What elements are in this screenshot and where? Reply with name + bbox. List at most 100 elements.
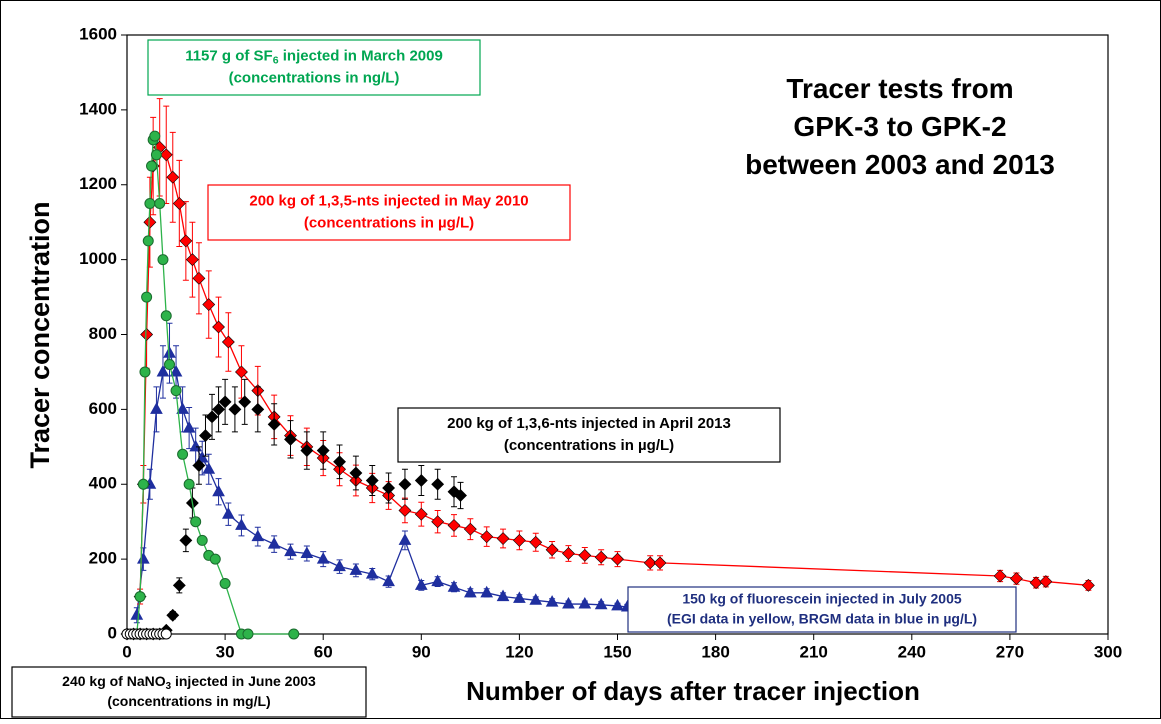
data-point	[398, 504, 412, 517]
y-tick-label: 1600	[79, 24, 117, 43]
annotation-text: (concentrations in µg/L)	[504, 437, 674, 454]
data-point	[154, 197, 166, 209]
annotation-part: 200 kg of 1,3,6-nts injected in April 20…	[447, 415, 731, 432]
data-point	[195, 451, 209, 463]
data-point	[141, 291, 153, 303]
data-point	[235, 365, 248, 379]
annotation-box	[11, 666, 367, 718]
y-tick-label: 1400	[79, 99, 117, 118]
data-point	[529, 593, 543, 605]
data-point	[160, 310, 172, 322]
data-point	[169, 364, 183, 377]
annotation-text: GPK-3 to GPK-2	[793, 111, 1006, 142]
data-point	[177, 448, 189, 460]
x-tick-label: 180	[701, 642, 729, 661]
annotation-box	[627, 586, 1017, 633]
data-point	[513, 591, 526, 603]
data-point	[365, 567, 379, 579]
data-point	[176, 402, 189, 414]
data-point	[205, 410, 219, 424]
data-point	[179, 234, 193, 248]
data-point	[190, 516, 202, 528]
annotation-text: (concentrations in ng/L)	[229, 69, 400, 86]
data-point	[179, 533, 193, 547]
y-tick-label: 0	[108, 623, 117, 642]
data-point	[316, 552, 330, 564]
data-point	[202, 298, 216, 311]
data-point	[242, 628, 254, 640]
data-point	[164, 358, 176, 370]
annotation-part: (concentrations in ng/L)	[229, 69, 400, 86]
data-point	[202, 462, 216, 474]
data-point	[1029, 576, 1043, 590]
data-point	[333, 455, 346, 469]
data-point	[431, 477, 445, 491]
data-point	[156, 364, 170, 377]
x-tick-label: 90	[412, 642, 431, 661]
data-point	[134, 591, 146, 603]
annotation-part: between 2003 and 2013	[745, 149, 1055, 180]
x-tick-label: 120	[505, 642, 533, 661]
data-point	[1010, 572, 1023, 586]
annotation-text: 200 kg of 1,3,6-nts injected in April 20…	[447, 415, 731, 432]
data-point	[562, 597, 575, 609]
data-point	[189, 439, 203, 452]
data-point	[222, 507, 235, 519]
annotation-subscript: 3	[166, 681, 172, 692]
x-tick-label: 60	[314, 642, 333, 661]
x-tick-label: 30	[216, 642, 235, 661]
data-point	[431, 515, 445, 529]
annotation-text: 240 kg of NaNO3 injected in June 2003	[62, 673, 316, 692]
data-point	[140, 328, 154, 341]
data-point	[212, 484, 225, 497]
data-point	[496, 589, 510, 602]
data-point	[414, 507, 428, 521]
data-point	[150, 149, 162, 161]
annotation-text: (EGI data in yellow, BRGM data in blue i…	[667, 610, 977, 626]
data-point	[529, 535, 543, 549]
data-point	[192, 459, 206, 472]
y-tick-label: 400	[89, 474, 117, 493]
data-point	[512, 533, 526, 547]
data-point	[212, 402, 225, 416]
data-point	[157, 254, 169, 266]
x-tick-label: 0	[122, 642, 131, 661]
data-point	[219, 577, 231, 589]
annotation-text: Tracer tests from	[786, 73, 1013, 104]
data-point	[130, 608, 144, 620]
annotation-part: 240 kg of NaNO	[62, 673, 166, 689]
annotation-subscript: 6	[273, 54, 279, 66]
data-point	[199, 429, 212, 443]
annotation-text: 200 kg of 1,3,5-nts injected in May 2010	[249, 192, 528, 209]
y-tick-label: 1000	[79, 249, 117, 268]
data-point	[218, 395, 232, 409]
annotation-part: GPK-3 to GPK-2	[793, 111, 1006, 142]
data-point	[653, 556, 667, 570]
data-point	[480, 530, 494, 544]
y-tick-label: 800	[89, 324, 117, 343]
data-point	[643, 556, 657, 570]
data-point	[300, 444, 314, 457]
data-point	[267, 417, 281, 431]
data-point	[594, 597, 608, 610]
data-point	[166, 608, 180, 622]
data-point	[284, 432, 297, 446]
data-point	[251, 402, 265, 416]
data-point	[146, 160, 158, 172]
data-point	[185, 253, 199, 267]
y-tick-label: 1200	[79, 174, 117, 193]
data-point	[414, 474, 428, 487]
x-tick-label: 210	[800, 642, 828, 661]
data-point	[398, 477, 412, 491]
data-point	[142, 235, 154, 247]
data-point	[137, 478, 149, 490]
data-point	[562, 547, 575, 560]
data-point	[183, 478, 195, 490]
x-axis-title: Number of days after tracer injection	[466, 676, 920, 706]
data-point	[149, 130, 161, 142]
data-point	[221, 335, 235, 349]
data-point	[166, 170, 180, 184]
data-point	[238, 395, 252, 409]
data-point	[349, 563, 363, 575]
